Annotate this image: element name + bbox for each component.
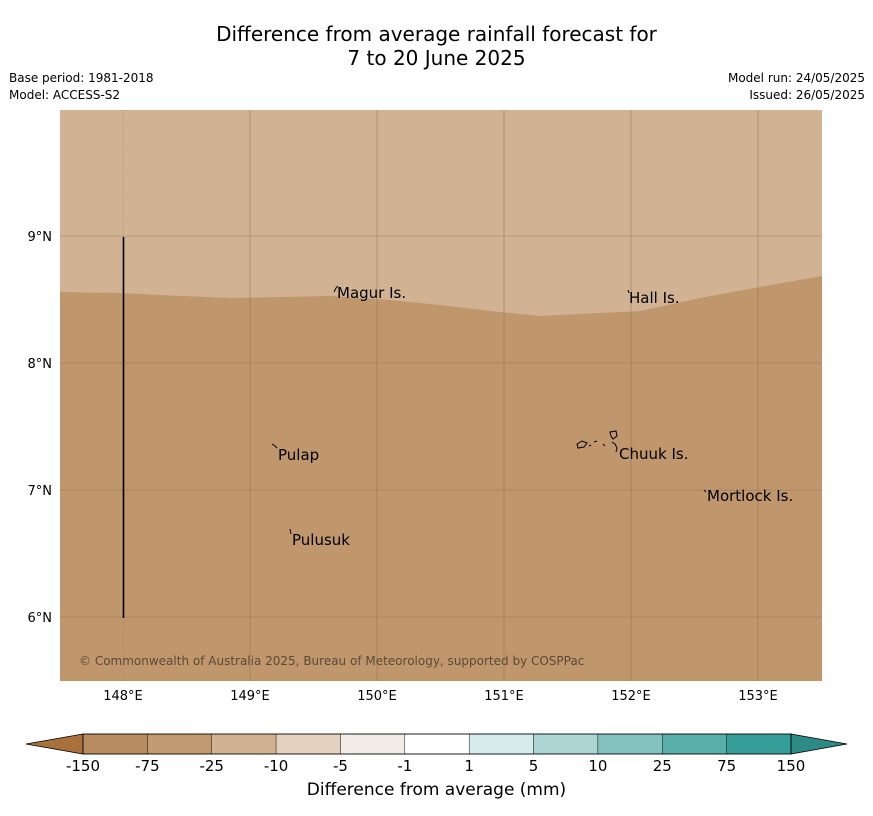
- lat-label-7: 7°N: [28, 484, 53, 499]
- latitude-labels: 9°N 8°N 7°N 6°N: [28, 230, 53, 626]
- title-line-2: 7 to 20 June 2025: [347, 46, 526, 70]
- lon-label-149: 149°E: [230, 689, 270, 704]
- place-label-pulusuk: Pulusuk: [292, 531, 350, 549]
- colorbar-tick-label: 1: [464, 757, 474, 775]
- lat-label-8: 8°N: [28, 357, 53, 372]
- lon-label-151: 151°E: [484, 689, 524, 704]
- colorbar-segment: [340, 733, 406, 755]
- issued-date: Issued: 26/05/2025: [749, 88, 865, 102]
- place-label-hall: Hall Is.: [629, 289, 680, 307]
- place-label-mortlock: Mortlock Is.: [707, 487, 793, 505]
- chuuk-island-shapes: [576, 430, 618, 453]
- colorbar-tick-label: 5: [529, 757, 539, 775]
- lat-label-6: 6°N: [28, 611, 53, 626]
- longitude-labels: 148°E 149°E 150°E 151°E 152°E 153°E: [103, 689, 778, 704]
- lon-label-148: 148°E: [103, 689, 143, 704]
- colorbar-tick-label: -1: [397, 757, 412, 775]
- colorbar: -150 -75 -25 -10 -5 -1 1 5 10 25 75 150: [25, 733, 848, 775]
- map-panel: Magur Is. Hall Is. Pulap Chuuk Is. Mortl…: [60, 110, 822, 681]
- meta-left: Base period: 1981-2018 Model: ACCESS-S2: [9, 70, 154, 104]
- place-label-chuuk: Chuuk Is.: [619, 445, 688, 463]
- lat-label-9: 9°N: [28, 230, 53, 245]
- colorbar-segment: [726, 733, 792, 755]
- colorbar-outline: [82, 733, 792, 755]
- base-period: Base period: 1981-2018: [9, 71, 154, 85]
- colorbar-segment: [597, 733, 663, 755]
- colorbar-segment: [147, 733, 212, 755]
- colorbar-segment: [662, 733, 727, 755]
- colorbar-segment: [533, 733, 599, 755]
- colorbar-segment: [275, 733, 341, 755]
- lon-label-150: 150°E: [357, 689, 397, 704]
- lon-label-152: 152°E: [611, 689, 651, 704]
- colorbar-tick-label: -150: [66, 757, 100, 775]
- meta-right: Model run: 24/05/2025 Issued: 26/05/2025: [728, 70, 865, 104]
- colorbar-segment: [82, 733, 148, 755]
- colorbar-tick-label: -10: [264, 757, 289, 775]
- mortlock-island-shape: [703, 489, 707, 493]
- place-labels: Magur Is. Hall Is. Pulap Chuuk Is. Mortl…: [278, 284, 793, 549]
- pulusuk-island-shape: [289, 528, 292, 535]
- colorbar-extend-low: [25, 733, 84, 755]
- magur-island-shape: [333, 285, 339, 293]
- copyright-notice: © Commonwealth of Australia 2025, Bureau…: [79, 654, 584, 668]
- colorbar-segment: [404, 733, 470, 755]
- model-name: Model: ACCESS-S2: [9, 88, 121, 102]
- colorbar-tick-label: -75: [135, 757, 160, 775]
- hall-island-shape: [627, 289, 630, 294]
- lon-label-153: 153°E: [738, 689, 778, 704]
- colorbar-tick-label: 25: [653, 757, 672, 775]
- colorbar-tick-label: 150: [777, 757, 806, 775]
- title-line-1: Difference from average rainfall forecas…: [216, 22, 657, 46]
- place-label-pulap: Pulap: [278, 446, 319, 464]
- model-run: Model run: 24/05/2025: [727, 71, 865, 85]
- colorbar-label: Difference from average (mm): [306, 780, 567, 800]
- colorbar-segment: [211, 733, 277, 755]
- south-rainfall-band: [60, 276, 822, 681]
- colorbar-tick-label: -5: [333, 757, 348, 775]
- pulap-island-shape: [271, 443, 278, 449]
- islands: [271, 285, 707, 535]
- gridlines: [60, 110, 822, 681]
- place-label-magur: Magur Is.: [337, 284, 406, 302]
- colorbar-extend-high: [790, 733, 848, 755]
- colorbar-segment: [468, 733, 534, 755]
- map-title: Difference from average rainfall forecas…: [0, 22, 873, 70]
- colorbar-tick-label: 10: [588, 757, 607, 775]
- colorbar-tick-label: -25: [199, 757, 224, 775]
- colorbar-tick-label: 75: [717, 757, 736, 775]
